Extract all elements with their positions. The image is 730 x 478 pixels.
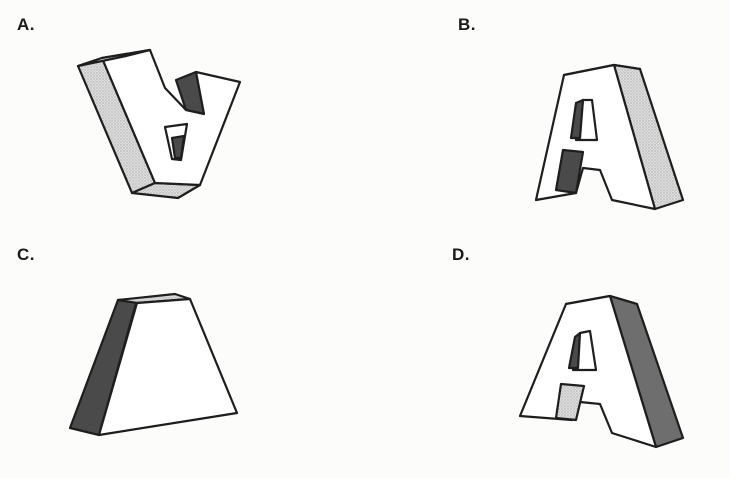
option-a-hole-shade (170, 134, 186, 160)
option-d-hole-shade (567, 331, 582, 370)
option-a-front-face (100, 48, 242, 187)
option-b-crotch-shade (554, 148, 585, 195)
option-c-shape[interactable] (68, 292, 239, 437)
option-b-label: B. (458, 15, 476, 34)
option-b-shape[interactable] (534, 63, 685, 211)
option-a-label: A. (17, 15, 35, 34)
option-d-label: D. (452, 245, 470, 264)
option-d-crotch-shade (554, 382, 586, 422)
option-a-shape[interactable] (76, 48, 242, 200)
option-d-shape[interactable] (518, 294, 685, 449)
option-c-front-face (97, 297, 239, 437)
option-d-front-face (518, 294, 658, 449)
option-a-top-edge (76, 48, 152, 68)
option-c-label: C. (17, 245, 35, 264)
option-b-hole-shade (569, 98, 585, 140)
